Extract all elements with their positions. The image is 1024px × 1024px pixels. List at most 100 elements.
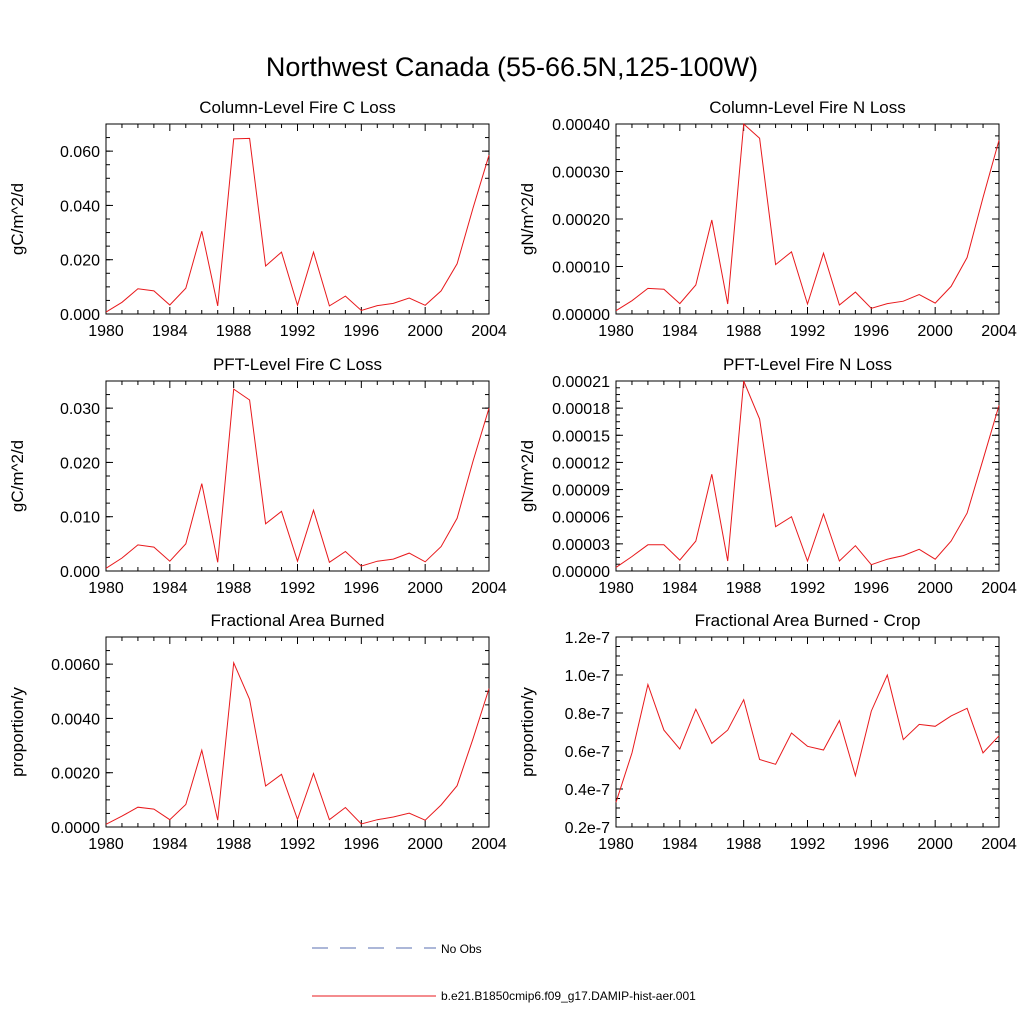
- y-tick-label: 0.000: [60, 307, 100, 324]
- y-tick-label: 0.00006: [552, 510, 610, 527]
- x-tick-label: 1996: [854, 836, 890, 853]
- x-tick-label: 2004: [471, 836, 507, 853]
- x-tick-label: 1988: [726, 836, 762, 853]
- y-tick-label: 0.8e-7: [565, 706, 610, 723]
- y-tick-label: 0.00040: [552, 117, 610, 134]
- x-tick-label: 1988: [726, 323, 762, 340]
- y-tick-label: 1.2e-7: [565, 630, 610, 647]
- y-axis-label: gN/m^2/d: [518, 440, 537, 512]
- x-tick-label: 1984: [662, 580, 698, 597]
- x-tick-label: 2000: [917, 836, 953, 853]
- panel-title: Column-Level Fire C Loss: [199, 98, 396, 117]
- panel-title: PFT-Level Fire N Loss: [723, 355, 892, 374]
- y-tick-label: 0.00003: [552, 537, 610, 554]
- x-tick-label: 1980: [598, 323, 634, 340]
- x-tick-label: 1988: [216, 580, 252, 597]
- x-tick-label: 2004: [981, 323, 1017, 340]
- panel-title: Fractional Area Burned: [211, 611, 385, 630]
- y-tick-label: 0.010: [60, 510, 100, 527]
- series-line: [105, 137, 490, 313]
- plot-frame: [615, 636, 1000, 828]
- x-tick-label: 2000: [917, 580, 953, 597]
- x-tick-label: 1996: [344, 580, 380, 597]
- x-tick-label: 2000: [407, 580, 443, 597]
- x-tick-label: 1988: [216, 836, 252, 853]
- x-tick-label: 1992: [280, 580, 316, 597]
- series-line: [105, 388, 490, 569]
- panel-title: Fractional Area Burned - Crop: [695, 611, 921, 630]
- panel-title: Column-Level Fire N Loss: [709, 98, 906, 117]
- x-tick-label: 1992: [790, 836, 826, 853]
- y-tick-label: 0.00030: [552, 165, 610, 182]
- x-tick-label: 1984: [152, 323, 188, 340]
- y-tick-label: 0.00009: [552, 483, 610, 500]
- chart-panel-3: 1980 1984 1988 1992 1996 2000 2004 0.000 0.010 0.…: [8, 355, 507, 597]
- y-tick-label: 0.2e-7: [565, 820, 610, 837]
- y-tick-label: 0.0000: [51, 820, 100, 837]
- legend-obs-label: No Obs: [441, 942, 482, 956]
- series-line: [615, 380, 1000, 568]
- panel-title: PFT-Level Fire C Loss: [213, 355, 382, 374]
- y-tick-label: 0.000: [60, 564, 100, 581]
- x-tick-label: 1980: [88, 836, 124, 853]
- x-tick-label: 1992: [280, 323, 316, 340]
- y-tick-label: 0.020: [60, 455, 100, 472]
- x-tick-label: 1992: [790, 323, 826, 340]
- x-tick-label: 1988: [726, 580, 762, 597]
- panels: 1980 1984 1988 1992 1996 2000 2004 0.000 0.020 0.…: [8, 98, 1017, 853]
- y-tick-label: 0.4e-7: [565, 782, 610, 799]
- y-tick-label: 0.020: [60, 253, 100, 270]
- y-tick-label: 0.00021: [552, 374, 610, 391]
- y-tick-label: 0.00012: [552, 455, 610, 472]
- x-tick-label: 1988: [216, 323, 252, 340]
- y-tick-label: 0.0060: [51, 657, 100, 674]
- legend-model-label: b.e21.B1850cmip6.f09_g17.DAMIP-hist-aer.…: [441, 989, 696, 1003]
- x-tick-label: 2004: [471, 323, 507, 340]
- y-tick-label: 0.0020: [51, 766, 100, 783]
- y-axis-label: gN/m^2/d: [518, 183, 537, 255]
- x-tick-label: 2004: [981, 580, 1017, 597]
- chart-panel-1: 1980 1984 1988 1992 1996 2000 2004 0.000 0.020 0.…: [8, 98, 507, 340]
- series-line: [105, 660, 490, 825]
- x-tick-label: 1980: [88, 580, 124, 597]
- chart-panel-2: 1980 1984 1988 1992 1996 2000 2004 0.00000 0.000…: [518, 98, 1017, 340]
- y-tick-label: 0.00015: [552, 428, 610, 445]
- y-tick-label: 0.00020: [552, 212, 610, 229]
- y-tick-label: 0.040: [60, 198, 100, 215]
- plot-frame: [105, 380, 490, 572]
- y-tick-label: 0.00000: [552, 307, 610, 324]
- x-tick-label: 2004: [981, 836, 1017, 853]
- chart-panel-6: 1980 1984 1988 1992 1996 2000 2004 0.2e-7 0.4e-7…: [518, 611, 1017, 853]
- y-axis-label: proportion/y: [518, 687, 537, 777]
- y-axis-label: proportion/y: [8, 687, 27, 777]
- y-axis-label: gC/m^2/d: [8, 440, 27, 512]
- x-tick-label: 1980: [88, 323, 124, 340]
- chart-panel-4: 1980 1984 1988 1992 1996 2000 2004 0.00000 0.000…: [518, 355, 1017, 597]
- plot-frame: [615, 123, 1000, 315]
- series-line: [615, 673, 1000, 803]
- plot-frame: [105, 123, 490, 315]
- x-tick-label: 1992: [790, 580, 826, 597]
- x-tick-label: 2004: [471, 580, 507, 597]
- y-tick-label: 0.00018: [552, 401, 610, 418]
- x-tick-label: 1984: [662, 836, 698, 853]
- y-tick-label: 0.0040: [51, 711, 100, 728]
- plot-frame: [615, 380, 1000, 572]
- x-tick-label: 2000: [407, 323, 443, 340]
- x-tick-label: 1996: [344, 323, 380, 340]
- x-tick-label: 2000: [407, 836, 443, 853]
- y-tick-label: 0.6e-7: [565, 744, 610, 761]
- y-tick-label: 0.00000: [552, 564, 610, 581]
- x-tick-label: 1996: [854, 580, 890, 597]
- x-tick-label: 1980: [598, 836, 634, 853]
- x-tick-label: 1996: [344, 836, 380, 853]
- figure-title: Northwest Canada (55-66.5N,125-100W): [266, 52, 758, 82]
- x-tick-label: 1984: [662, 323, 698, 340]
- x-tick-label: 1984: [152, 580, 188, 597]
- chart-panel-5: 1980 1984 1988 1992 1996 2000 2004 0.0000 0.0020…: [8, 611, 507, 853]
- x-tick-label: 1980: [598, 580, 634, 597]
- legend: No Obs b.e21.B1850cmip6.f09_g17.DAMIP-hi…: [312, 942, 696, 1003]
- y-axis-label: gC/m^2/d: [8, 183, 27, 255]
- x-tick-label: 2000: [917, 323, 953, 340]
